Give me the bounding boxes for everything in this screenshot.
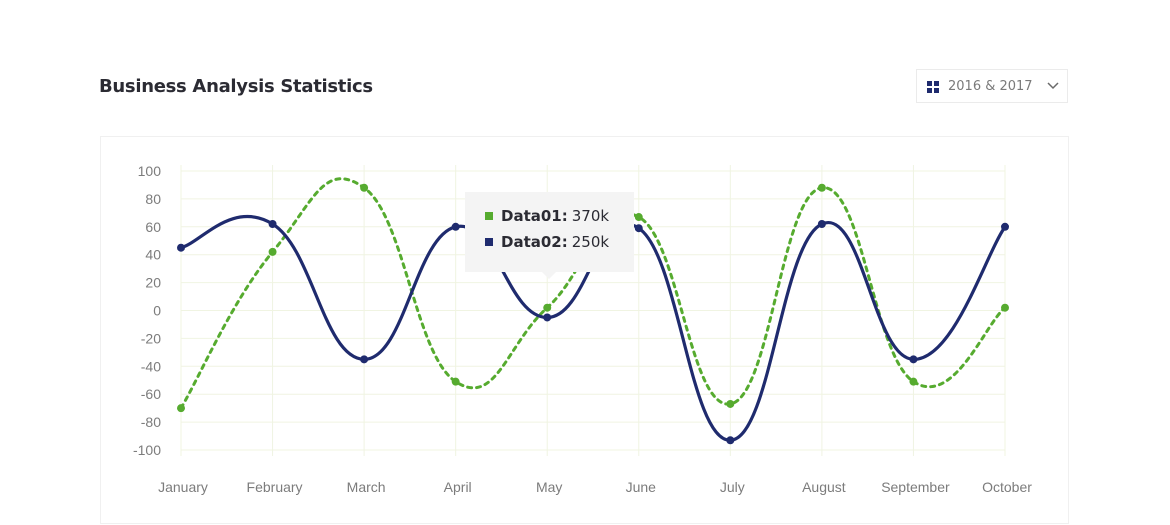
data-point-data01 (817, 183, 826, 192)
data-point-data01 (451, 377, 460, 386)
data-point-data02 (177, 243, 185, 252)
data-point-data02 (360, 355, 369, 364)
x-tick-label: January (158, 479, 208, 495)
tooltip-row-data02: Data02: 250k (485, 233, 634, 259)
y-tick-label: -40 (141, 358, 161, 374)
tooltip-series-value: 370k (571, 207, 610, 225)
page-title: Business Analysis Statistics (99, 76, 373, 97)
x-tick-label: February (247, 479, 303, 495)
data-point-data02 (543, 313, 552, 322)
y-tick-label: -20 (141, 330, 161, 346)
data-point-data02 (726, 436, 735, 445)
x-tick-label: July (720, 479, 745, 495)
y-tick-label: 20 (145, 275, 161, 291)
year-select-value: 2016 & 2017 (948, 79, 1033, 94)
tooltip-series-value: 250k (571, 233, 610, 251)
data-point-data02 (909, 355, 918, 364)
x-tick-label: August (802, 479, 846, 495)
data-point-data02 (817, 220, 826, 229)
data-point-data02 (634, 224, 643, 233)
year-select[interactable]: 2016 & 2017 (916, 69, 1068, 103)
y-tick-label: 0 (153, 303, 161, 319)
y-tick-label: -80 (141, 414, 161, 430)
x-tick-label: September (881, 479, 950, 495)
tooltip-row-data01: Data01: 370k (485, 207, 634, 233)
y-tick-label: -100 (133, 442, 161, 458)
data-point-data01 (634, 213, 643, 222)
data-point-data01 (909, 377, 918, 386)
y-tick-label: 80 (145, 191, 161, 207)
data-point-data02 (451, 222, 460, 231)
x-tick-label: March (347, 479, 386, 495)
legend-swatch-data01 (485, 212, 493, 220)
chart-tooltip: Data01: 370k Data02: 250k (465, 192, 634, 279)
data-point-data01 (268, 247, 277, 256)
x-tick-label: October (982, 479, 1032, 495)
tooltip-series-name: Data01: (501, 207, 568, 225)
data-point-data02 (1001, 222, 1009, 231)
y-tick-label: 60 (145, 219, 161, 235)
data-point-data01 (360, 183, 369, 192)
chevron-down-icon (1047, 82, 1059, 90)
y-tick-label: -60 (141, 386, 161, 402)
x-tick-label: June (626, 479, 657, 495)
legend-swatch-data02 (485, 238, 493, 246)
data-point-data01 (1001, 303, 1009, 312)
y-tick-label: 100 (138, 163, 162, 179)
x-tick-label: April (444, 479, 472, 495)
grid-icon (927, 81, 939, 93)
tooltip-series-name: Data02: (501, 233, 568, 251)
data-point-data01 (726, 399, 735, 408)
data-point-data01 (177, 404, 185, 413)
data-point-data01 (543, 303, 552, 312)
chart-panel (100, 136, 1069, 524)
x-tick-label: May (536, 479, 562, 495)
data-point-data02 (268, 220, 277, 229)
y-tick-label: 40 (145, 247, 161, 263)
